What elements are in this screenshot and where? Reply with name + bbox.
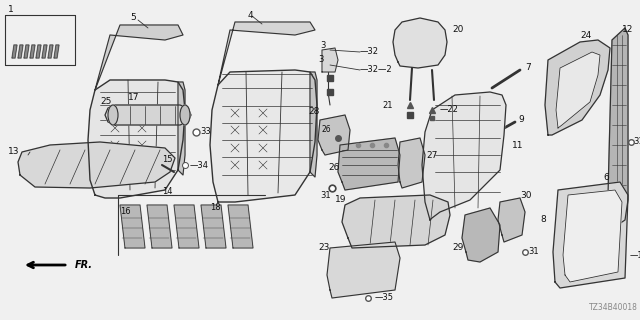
Polygon shape: [342, 195, 450, 248]
Polygon shape: [318, 115, 350, 155]
Text: 20: 20: [452, 26, 463, 35]
Polygon shape: [48, 45, 53, 58]
Polygon shape: [338, 138, 400, 190]
Polygon shape: [498, 198, 525, 242]
Polygon shape: [95, 25, 183, 90]
Polygon shape: [398, 138, 425, 188]
Text: —10: —10: [630, 251, 640, 260]
Polygon shape: [18, 45, 23, 58]
Text: 6: 6: [603, 173, 609, 182]
Text: 30: 30: [520, 190, 531, 199]
Text: 5: 5: [130, 13, 136, 22]
Polygon shape: [210, 70, 317, 202]
Text: 18: 18: [210, 204, 221, 212]
Polygon shape: [553, 182, 628, 288]
Text: 17: 17: [128, 93, 140, 102]
Text: 9: 9: [518, 116, 524, 124]
Text: 26: 26: [328, 164, 339, 172]
Polygon shape: [12, 45, 17, 58]
Text: 31: 31: [528, 247, 539, 257]
Polygon shape: [178, 82, 185, 175]
Polygon shape: [18, 142, 175, 188]
Text: 28: 28: [308, 108, 319, 116]
Polygon shape: [105, 105, 191, 125]
Polygon shape: [174, 205, 199, 248]
Text: 11: 11: [512, 140, 524, 149]
Polygon shape: [42, 45, 47, 58]
Text: 14: 14: [162, 188, 173, 196]
Polygon shape: [563, 190, 622, 282]
Text: 4: 4: [248, 11, 253, 20]
Polygon shape: [24, 45, 29, 58]
Text: 3: 3: [320, 41, 325, 50]
Polygon shape: [310, 72, 317, 177]
Polygon shape: [54, 45, 59, 58]
Text: 3: 3: [318, 55, 323, 65]
Text: 7: 7: [525, 63, 531, 73]
Text: 33: 33: [200, 127, 211, 137]
Text: —35: —35: [375, 293, 394, 302]
Polygon shape: [147, 205, 172, 248]
Polygon shape: [201, 205, 226, 248]
Text: FR.: FR.: [75, 260, 93, 270]
Text: 31: 31: [633, 138, 640, 147]
Text: 27: 27: [426, 150, 437, 159]
Polygon shape: [462, 208, 500, 262]
Text: 29: 29: [452, 244, 463, 252]
Polygon shape: [218, 22, 315, 85]
Ellipse shape: [180, 105, 190, 125]
Text: 8: 8: [540, 215, 546, 225]
Text: 25: 25: [100, 98, 111, 107]
Text: 21: 21: [382, 100, 392, 109]
Text: 15: 15: [162, 156, 173, 164]
Text: 16: 16: [120, 207, 131, 217]
Polygon shape: [228, 205, 253, 248]
Polygon shape: [545, 40, 610, 135]
Polygon shape: [393, 18, 447, 68]
Text: TZ34B40018: TZ34B40018: [589, 303, 638, 312]
Polygon shape: [608, 28, 628, 228]
Text: 24: 24: [580, 30, 591, 39]
Polygon shape: [422, 92, 506, 220]
Text: 23: 23: [318, 244, 330, 252]
Polygon shape: [30, 45, 35, 58]
Ellipse shape: [108, 105, 118, 125]
Text: 13: 13: [8, 148, 19, 156]
Text: —22: —22: [440, 106, 459, 115]
Text: 1: 1: [8, 5, 13, 14]
Text: 12: 12: [622, 26, 634, 35]
Text: —34: —34: [190, 161, 209, 170]
Text: —32—2: —32—2: [360, 66, 392, 75]
Polygon shape: [36, 45, 41, 58]
Text: 19: 19: [335, 196, 346, 204]
Text: —32: —32: [360, 47, 379, 57]
Polygon shape: [322, 48, 338, 72]
Polygon shape: [556, 52, 600, 128]
Text: 31: 31: [320, 190, 331, 199]
Text: 26: 26: [322, 125, 332, 134]
Polygon shape: [327, 242, 400, 298]
Polygon shape: [88, 80, 185, 198]
Polygon shape: [120, 205, 145, 248]
